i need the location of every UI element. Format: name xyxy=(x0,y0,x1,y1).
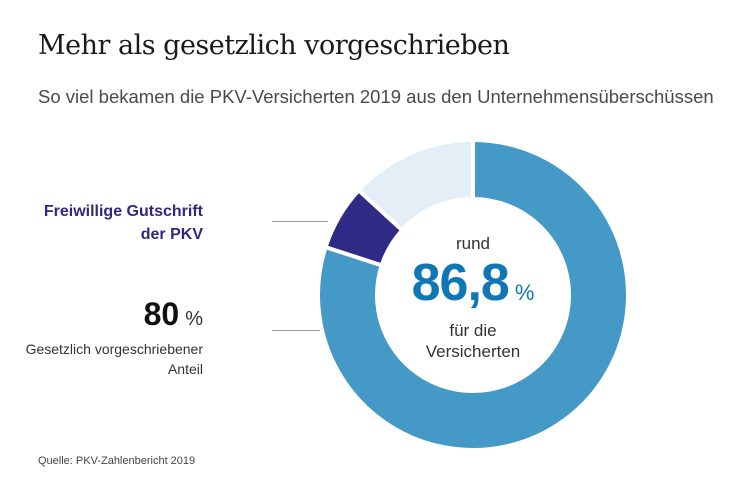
legal-share-description-line1: Gesetzlich vorgeschriebener xyxy=(25,341,203,357)
donut-slices xyxy=(316,137,630,452)
voluntary-credit-label: Freiwillige Gutschrift der PKV xyxy=(44,200,203,246)
center-value: 86,8% xyxy=(378,253,568,313)
center-caption: für die Versicherten xyxy=(378,320,568,362)
chart-subtitle: So viel bekamen die PKV-Versicherten 201… xyxy=(38,86,714,107)
legal-share-description-line2: Anteil xyxy=(167,361,203,377)
voluntary-credit-label-line1: Freiwillige Gutschrift xyxy=(43,203,203,220)
donut-slice-1 xyxy=(316,137,630,452)
center-caption-line1: für die xyxy=(449,321,497,340)
center-value-number: 86,8 xyxy=(411,254,510,312)
center-prefix: rund xyxy=(455,234,491,253)
center-caption-line2: Versicherten xyxy=(425,342,521,361)
center-value-unit: % xyxy=(514,280,535,305)
legal-share-label: 80% Gesetzlich vorgeschriebener Anteil xyxy=(26,296,203,379)
voluntary-credit-label-line2: der PKV xyxy=(140,226,203,243)
legal-share-number: 80 xyxy=(143,296,180,332)
source-note: Quelle: PKV-Zahlenbericht 2019 xyxy=(38,455,196,467)
legal-share-description: Gesetzlich vorgeschriebener Anteil xyxy=(26,339,203,379)
legal-share-unit: % xyxy=(185,308,203,330)
legal-leader-line xyxy=(272,330,320,331)
donut-slice-3 xyxy=(355,137,475,233)
voluntary-leader-line xyxy=(272,221,328,222)
legal-share-value: 80% xyxy=(26,296,203,333)
chart-title: Mehr als gesetzlich vorgeschrieben xyxy=(38,30,510,61)
